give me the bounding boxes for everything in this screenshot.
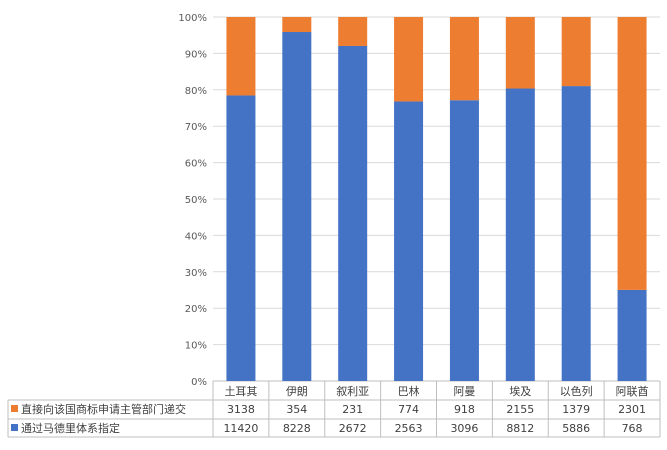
- y-tick-label: 60%: [185, 159, 207, 170]
- bar-segment-direct-2: [338, 17, 368, 46]
- y-tick-label: 50%: [185, 195, 207, 206]
- bar-segment-madrid-4: [449, 100, 479, 381]
- y-tick-label: 80%: [185, 86, 207, 97]
- table-value: 774: [398, 403, 419, 416]
- y-tick-label: 70%: [185, 122, 207, 133]
- bar-segment-direct-4: [449, 17, 479, 101]
- table-value: 1379: [562, 403, 590, 416]
- table-value: 354: [286, 403, 307, 416]
- x-category-label: 巴林: [398, 384, 420, 398]
- table-value: 2155: [506, 403, 534, 416]
- table-value: 3096: [450, 422, 478, 435]
- bar-segment-direct-0: [226, 17, 256, 96]
- y-tick-label: 20%: [185, 304, 207, 315]
- bar-segment-direct-1: [282, 17, 312, 33]
- table-value: 8228: [283, 422, 311, 435]
- x-category-label: 以色列: [560, 384, 593, 398]
- y-tick-label: 100%: [178, 13, 207, 24]
- table-value: 11420: [223, 422, 258, 435]
- bar-segment-direct-5: [505, 17, 535, 89]
- x-category-label: 叙利亚: [336, 384, 369, 398]
- bar-segment-madrid-6: [561, 86, 591, 382]
- legend-key-0: [11, 405, 18, 412]
- x-category-label: 伊朗: [286, 385, 308, 398]
- series-name-label: 直接向该国商标申请主管部门递交: [21, 402, 186, 416]
- bar-segment-madrid-7: [617, 289, 647, 381]
- bar-segment-madrid-5: [505, 88, 535, 381]
- y-tick-label: 30%: [185, 268, 207, 279]
- y-axis-tick-labels: 0% 10% 20% 30% 40% 50% 60% 70% 80% 90% 100%: [178, 13, 207, 388]
- x-category-label: 阿曼: [453, 385, 475, 398]
- bar-segment-direct-3: [394, 17, 424, 102]
- legend-key-1: [11, 424, 18, 431]
- table-value: 2563: [395, 422, 423, 435]
- y-tick-label: 40%: [185, 231, 207, 242]
- series-name-label: 通过马德里体系指定: [21, 421, 120, 435]
- table-value: 768: [622, 422, 643, 435]
- x-category-label: 阿联酋: [616, 384, 649, 398]
- bar-stacks: [226, 17, 647, 382]
- table-value: 5886: [562, 422, 590, 435]
- bar-segment-madrid-3: [394, 101, 424, 382]
- table-value: 8812: [506, 422, 534, 435]
- table-value: 2672: [339, 422, 367, 435]
- bar-segment-madrid-0: [226, 95, 256, 381]
- bar-segment-madrid-2: [338, 45, 368, 382]
- table-value: 3138: [227, 403, 255, 416]
- table-value: 231: [342, 403, 363, 416]
- bar-segment-direct-6: [561, 17, 591, 87]
- x-category-label: 埃及: [509, 384, 531, 398]
- bar-segment-direct-7: [617, 17, 647, 290]
- y-tick-label: 90%: [185, 49, 207, 60]
- x-category-label: 土耳其: [224, 385, 257, 398]
- y-tick-label: 0%: [191, 377, 207, 388]
- y-tick-label: 10%: [185, 341, 207, 352]
- bar-segment-madrid-1: [282, 32, 312, 382]
- table-value: 918: [454, 403, 475, 416]
- table-value: 2301: [618, 403, 646, 416]
- gridlines: [213, 16, 660, 382]
